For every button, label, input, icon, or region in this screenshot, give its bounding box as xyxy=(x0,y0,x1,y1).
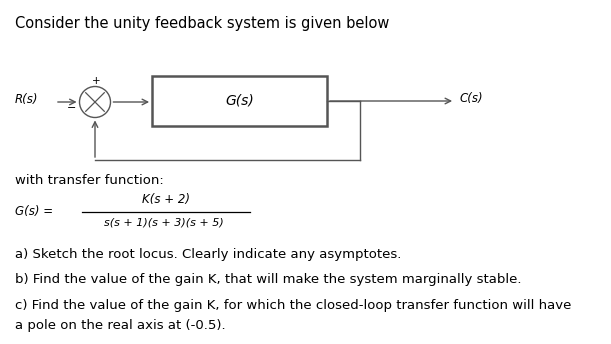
Text: G(s) =: G(s) = xyxy=(15,204,53,217)
Text: with transfer function:: with transfer function: xyxy=(15,174,164,187)
Text: −: − xyxy=(67,103,76,113)
Text: c) Find the value of the gain K, for which the closed-loop transfer function wil: c) Find the value of the gain K, for whi… xyxy=(15,299,571,312)
Text: a pole on the real axis at (-0.5).: a pole on the real axis at (-0.5). xyxy=(15,319,225,332)
Text: Consider the unity feedback system is given below: Consider the unity feedback system is gi… xyxy=(15,16,389,31)
Text: K(s + 2): K(s + 2) xyxy=(142,193,190,206)
Text: C(s): C(s) xyxy=(460,93,484,106)
Text: a) Sketch the root locus. Clearly indicate any asymptotes.: a) Sketch the root locus. Clearly indica… xyxy=(15,248,401,261)
Text: R(s): R(s) xyxy=(15,94,38,107)
Text: G(s): G(s) xyxy=(225,94,254,108)
Bar xyxy=(152,76,327,126)
Text: b) Find the value of the gain K, that will make the system marginally stable.: b) Find the value of the gain K, that wi… xyxy=(15,273,522,287)
Text: +: + xyxy=(92,75,100,86)
Text: s(s + 1)(s + 3)(s + 5): s(s + 1)(s + 3)(s + 5) xyxy=(104,217,224,227)
